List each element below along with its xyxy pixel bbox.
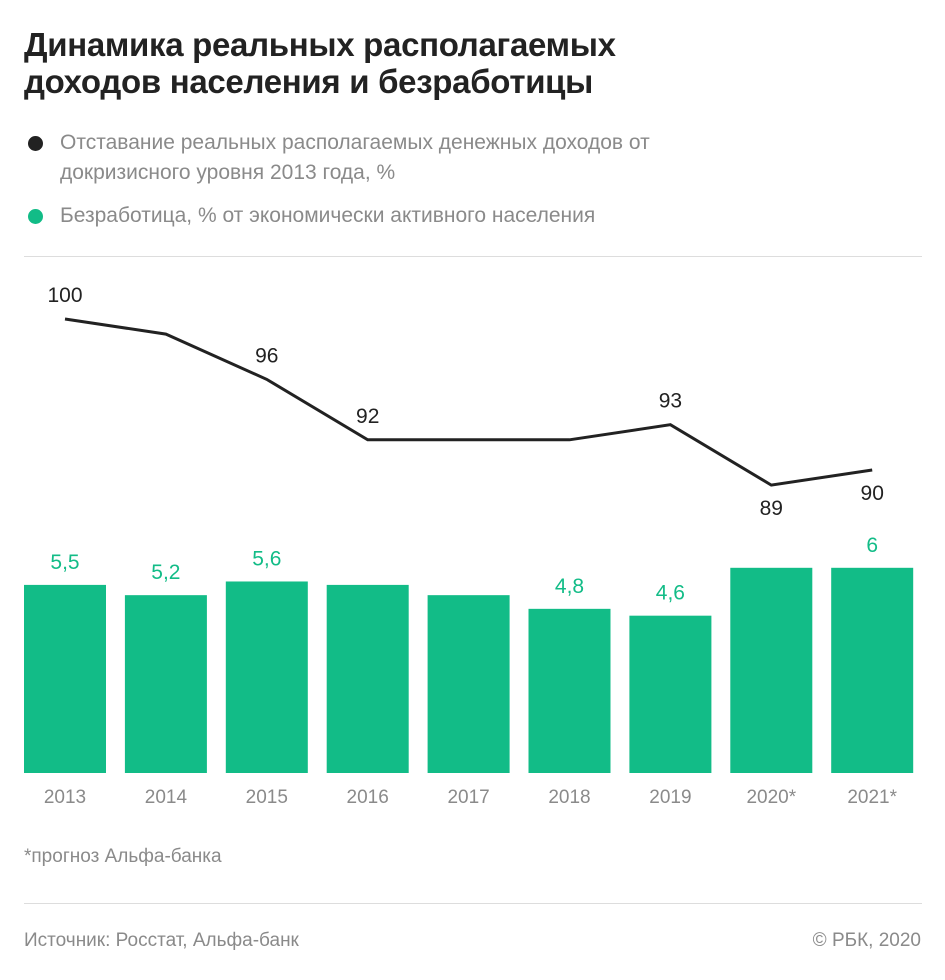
legend-dot-green-icon — [28, 209, 43, 224]
bar-2019 — [629, 615, 712, 773]
top-divider — [24, 256, 922, 257]
bar-2015 — [225, 581, 308, 773]
legend-label-unemployment: Безработица, % от экономически активного… — [60, 204, 596, 227]
income-line — [64, 317, 873, 487]
chart-title: Динамика реальных располагаемых доходов … — [24, 26, 616, 100]
x-tick-label: 2021* — [847, 787, 897, 808]
line-label: 89 — [760, 497, 783, 520]
bar-label: 5,6 — [252, 547, 281, 570]
x-tick-label: 2020* — [746, 787, 796, 808]
line-label: 100 — [47, 284, 82, 307]
legend-item-income: Отставание реальных располагаемых денежн… — [28, 128, 748, 188]
bar-label: 4,6 — [656, 582, 685, 605]
bar-2013 — [24, 584, 106, 773]
bar-2020 — [730, 567, 813, 773]
bar-2018 — [528, 608, 611, 773]
bar-2021 — [831, 567, 914, 773]
x-tick-label: 2015 — [246, 787, 288, 808]
bar-label: 5,5 — [50, 551, 79, 574]
bar-2017 — [427, 595, 510, 773]
bottom-divider — [24, 903, 922, 904]
footnote: *прогноз Альфа-банка — [24, 846, 222, 867]
legend-label-income: Отставание реальных располагаемых денежн… — [60, 131, 650, 184]
legend-dot-black-icon — [28, 136, 43, 151]
x-tick-label: 2016 — [347, 787, 389, 808]
bar-label: 5,2 — [151, 561, 180, 584]
x-tick-label: 2013 — [44, 787, 86, 808]
x-tick-label: 2014 — [145, 787, 188, 808]
bar-label: 6 — [866, 534, 878, 557]
x-tick-label: 2018 — [548, 787, 590, 808]
bar-label: 4,8 — [555, 575, 584, 598]
line-label: 96 — [255, 344, 278, 367]
x-tick-label: 2017 — [447, 787, 489, 808]
line-label: 93 — [659, 390, 682, 413]
copyright: © РБК, 2020 — [812, 930, 921, 951]
bar-2016 — [326, 584, 409, 773]
source: Источник: Росстат, Альфа-банк — [24, 930, 299, 951]
line-label: 90 — [861, 482, 884, 505]
bar-2014 — [124, 595, 207, 773]
line-label: 92 — [356, 405, 379, 428]
legend-item-unemployment: Безработица, % от экономически активного… — [28, 201, 595, 231]
x-tick-label: 2019 — [649, 787, 691, 808]
